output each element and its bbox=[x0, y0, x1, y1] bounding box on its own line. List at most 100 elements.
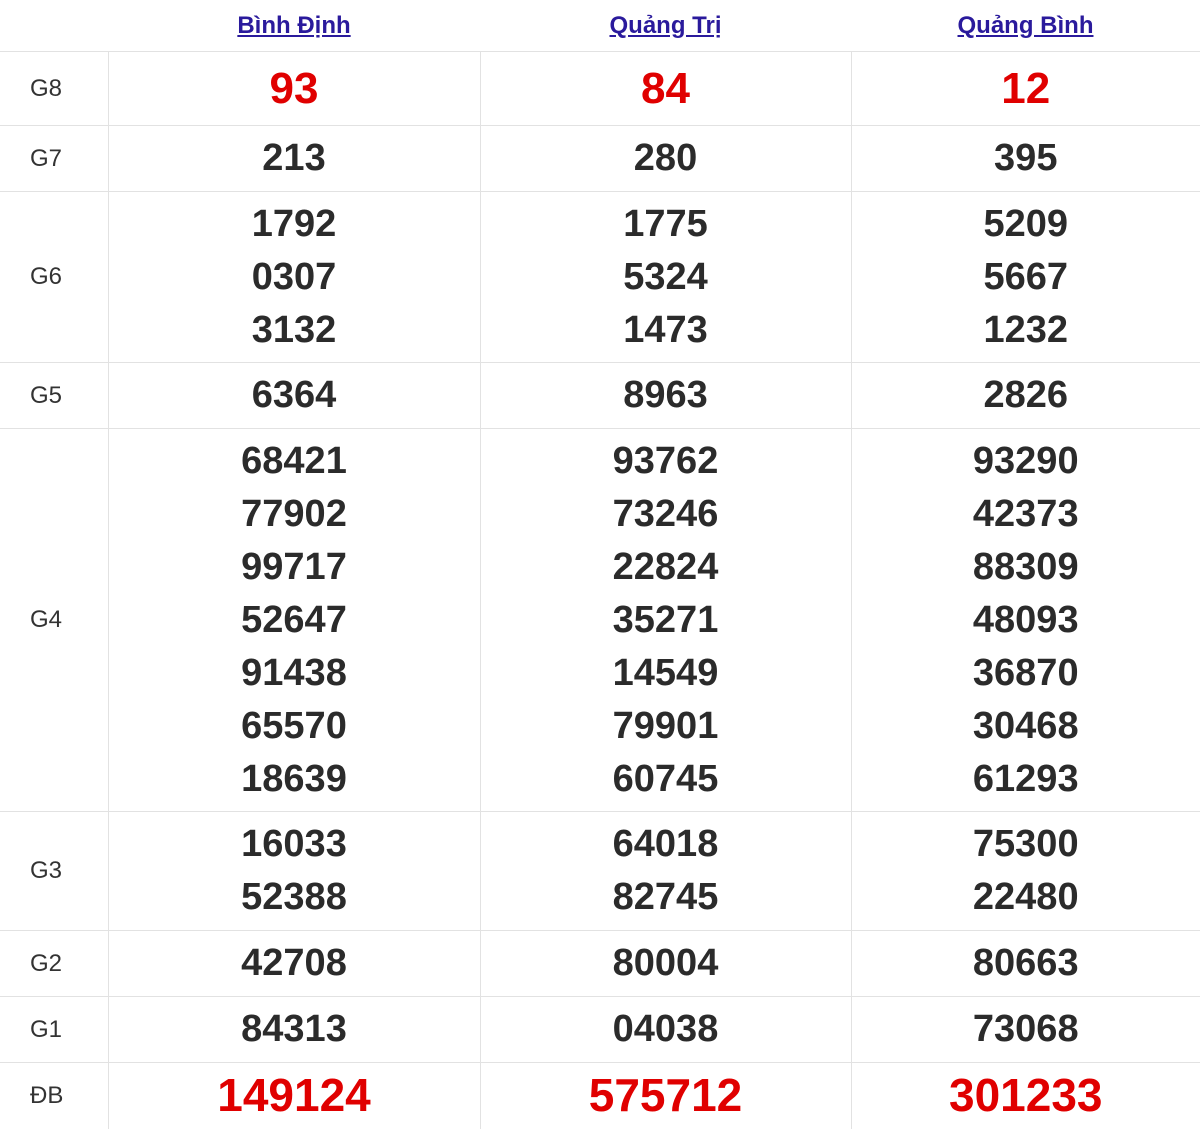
prize-number: 36870 bbox=[852, 647, 1200, 700]
prize-cell: 42708 bbox=[108, 931, 480, 997]
prize-number: 88309 bbox=[852, 541, 1200, 594]
prize-number: 99717 bbox=[109, 541, 480, 594]
prize-number: 6364 bbox=[109, 369, 480, 422]
prize-number: 280 bbox=[481, 132, 851, 185]
prize-cell: 12 bbox=[851, 52, 1200, 126]
prize-number: 93762 bbox=[481, 435, 851, 488]
prize-cell: 80004 bbox=[480, 931, 851, 997]
prize-number: 84313 bbox=[109, 1003, 480, 1056]
prize-number: 60745 bbox=[481, 753, 851, 806]
prize-number: 93290 bbox=[852, 435, 1200, 488]
prize-label: ĐB bbox=[0, 1063, 108, 1129]
prize-cell: 80663 bbox=[851, 931, 1200, 997]
prize-number: 42373 bbox=[852, 488, 1200, 541]
prize-number: 0307 bbox=[109, 251, 480, 304]
prize-cell: 213 bbox=[108, 126, 480, 192]
prize-label: G6 bbox=[0, 192, 108, 363]
prize-number: 22480 bbox=[852, 871, 1200, 924]
prize-number: 93 bbox=[109, 62, 480, 115]
prize-number: 16033 bbox=[109, 818, 480, 871]
prize-number: 18639 bbox=[109, 753, 480, 806]
prize-number: 301233 bbox=[852, 1069, 1200, 1122]
prize-cell: 84 bbox=[480, 52, 851, 126]
prize-number: 1232 bbox=[852, 304, 1200, 357]
prize-number: 30468 bbox=[852, 700, 1200, 753]
prize-cell: 149124 bbox=[108, 1063, 480, 1129]
prize-number: 42708 bbox=[109, 937, 480, 990]
prize-number: 575712 bbox=[481, 1069, 851, 1122]
prize-number: 64018 bbox=[481, 818, 851, 871]
prize-number: 3132 bbox=[109, 304, 480, 357]
prize-number: 22824 bbox=[481, 541, 851, 594]
prize-cell: 93 bbox=[108, 52, 480, 126]
prize-number: 1473 bbox=[481, 304, 851, 357]
prize-number: 1775 bbox=[481, 198, 851, 251]
prize-cell: 280 bbox=[480, 126, 851, 192]
prize-number: 61293 bbox=[852, 753, 1200, 806]
prize-number: 8963 bbox=[481, 369, 851, 422]
prize-number: 73246 bbox=[481, 488, 851, 541]
prize-number: 12 bbox=[852, 62, 1200, 115]
prize-number: 14549 bbox=[481, 647, 851, 700]
prize-number: 77902 bbox=[109, 488, 480, 541]
prize-number: 91438 bbox=[109, 647, 480, 700]
prize-number: 35271 bbox=[481, 594, 851, 647]
prize-number: 1792 bbox=[109, 198, 480, 251]
prize-label: G2 bbox=[0, 931, 108, 997]
prize-cell: 73068 bbox=[851, 997, 1200, 1063]
prize-cell: 575712 bbox=[480, 1063, 851, 1129]
prize-number: 65570 bbox=[109, 700, 480, 753]
prize-number: 73068 bbox=[852, 1003, 1200, 1056]
prize-number: 68421 bbox=[109, 435, 480, 488]
prize-number: 5209 bbox=[852, 198, 1200, 251]
prize-label: G7 bbox=[0, 126, 108, 192]
province-link-binh-dinh[interactable]: Bình Định bbox=[237, 12, 350, 39]
prize-label: G5 bbox=[0, 363, 108, 429]
prize-cell: 395 bbox=[851, 126, 1200, 192]
prize-number: 04038 bbox=[481, 1003, 851, 1056]
prize-number: 79901 bbox=[481, 700, 851, 753]
prize-cell: 84313 bbox=[108, 997, 480, 1063]
province-link-quang-binh[interactable]: Quảng Bình bbox=[958, 12, 1094, 39]
prize-label: G1 bbox=[0, 997, 108, 1063]
prize-number: 52388 bbox=[109, 871, 480, 924]
prize-number: 5324 bbox=[481, 251, 851, 304]
prize-cell: 04038 bbox=[480, 997, 851, 1063]
prize-label: G4 bbox=[0, 429, 108, 812]
prize-label: G3 bbox=[0, 812, 108, 931]
prize-number: 82745 bbox=[481, 871, 851, 924]
prize-number: 52647 bbox=[109, 594, 480, 647]
prize-number: 213 bbox=[109, 132, 480, 185]
prize-number: 395 bbox=[852, 132, 1200, 185]
prize-number: 80663 bbox=[852, 937, 1200, 990]
header-row: Bình Định Quảng Trị Quảng Bình bbox=[0, 0, 1200, 52]
prize-cell: 301233 bbox=[851, 1063, 1200, 1129]
prize-number: 48093 bbox=[852, 594, 1200, 647]
prize-number: 84 bbox=[481, 62, 851, 115]
province-link-quang-tri[interactable]: Quảng Trị bbox=[609, 12, 721, 39]
prize-number: 2826 bbox=[852, 369, 1200, 422]
prize-cell: 6364 bbox=[108, 363, 480, 429]
prize-cell: 2826 bbox=[851, 363, 1200, 429]
prize-label: G8 bbox=[0, 52, 108, 126]
prize-number: 80004 bbox=[481, 937, 851, 990]
prize-cell: 8963 bbox=[480, 363, 851, 429]
